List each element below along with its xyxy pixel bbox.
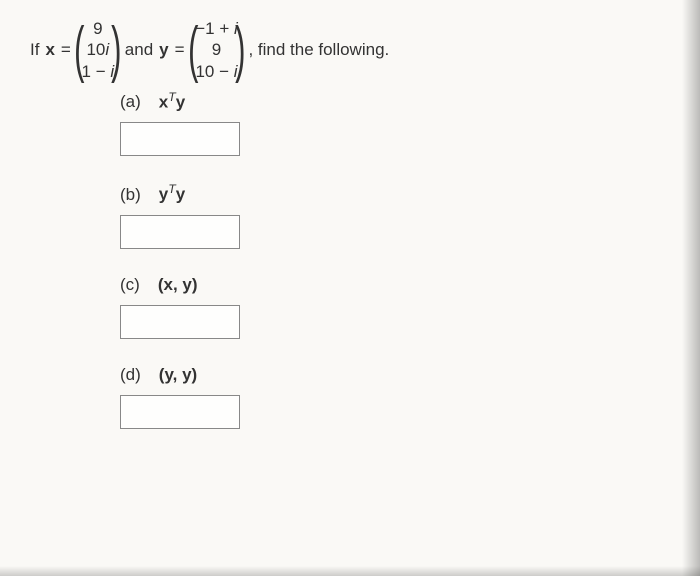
part-d: (d) (y, y) [120, 365, 700, 429]
vec-x-r3: 1 − i [82, 61, 115, 82]
prompt-find: , find the following. [248, 40, 389, 60]
vec-y-r1: −1 + i [195, 18, 238, 39]
part-a-expr: xTy [159, 90, 185, 113]
answer-c-input[interactable] [120, 305, 240, 339]
part-c-expr: (x, y) [158, 275, 198, 295]
eq2: = [175, 40, 185, 60]
vec-y-r3: 10 − i [195, 61, 237, 82]
answer-b-input[interactable] [120, 215, 240, 249]
prompt-if: If [30, 40, 39, 60]
part-d-letter: (d) [120, 365, 141, 385]
var-y: y [159, 40, 168, 60]
part-b-label: (b) yTy [120, 182, 700, 205]
part-b: (b) yTy [120, 182, 700, 249]
parts-container: (a) xTy (b) yTy (c) (x, y) [120, 90, 700, 429]
question-page: If x = ( 9 10i 1 − i ) and y = ( −1 + i … [0, 0, 700, 576]
paren-right-icon: ) [235, 19, 245, 81]
shadow-right [682, 0, 700, 576]
vector-y: ( −1 + i 9 10 − i ) [191, 18, 243, 82]
answer-d-input[interactable] [120, 395, 240, 429]
answer-a-input[interactable] [120, 122, 240, 156]
part-d-expr: (y, y) [159, 365, 197, 385]
vec-y-r2: 9 [212, 39, 221, 60]
part-c-label: (c) (x, y) [120, 275, 700, 295]
prompt-row: If x = ( 9 10i 1 − i ) and y = ( −1 + i … [30, 18, 700, 82]
part-a-label: (a) xTy [120, 90, 700, 113]
vector-x: ( 9 10i 1 − i ) [77, 18, 119, 82]
var-x: x [45, 40, 54, 60]
paren-left-icon: ( [74, 19, 84, 81]
part-c: (c) (x, y) [120, 275, 700, 339]
vec-x-r1: 9 [93, 18, 102, 39]
part-a-letter: (a) [120, 92, 141, 112]
shadow-bottom [0, 566, 700, 576]
vec-x-r2: 10i [86, 39, 109, 60]
part-b-letter: (b) [120, 185, 141, 205]
eq1: = [61, 40, 71, 60]
part-a: (a) xTy [120, 90, 700, 157]
paren-left-icon: ( [188, 19, 198, 81]
part-b-expr: yTy [159, 182, 185, 205]
vector-x-col: 9 10i 1 − i [82, 18, 115, 82]
vector-y-col: −1 + i 9 10 − i [195, 18, 238, 82]
part-c-letter: (c) [120, 275, 140, 295]
part-d-label: (d) (y, y) [120, 365, 700, 385]
prompt-and: and [125, 40, 153, 60]
paren-right-icon: ) [111, 19, 121, 81]
